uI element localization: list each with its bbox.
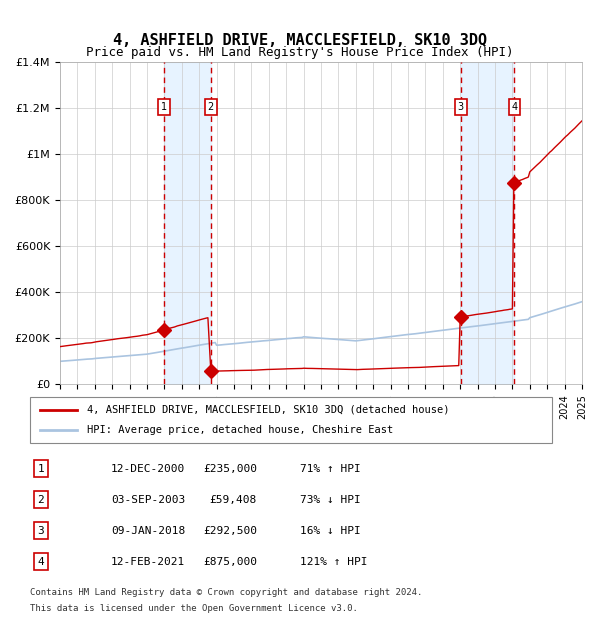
Text: 16% ↓ HPI: 16% ↓ HPI bbox=[300, 526, 361, 536]
Text: 4, ASHFIELD DRIVE, MACCLESFIELD, SK10 3DQ (detached house): 4, ASHFIELD DRIVE, MACCLESFIELD, SK10 3D… bbox=[88, 405, 450, 415]
Text: 03-SEP-2003: 03-SEP-2003 bbox=[111, 495, 185, 505]
Text: 09-JAN-2018: 09-JAN-2018 bbox=[111, 526, 185, 536]
Text: 3: 3 bbox=[458, 102, 464, 112]
Text: 3: 3 bbox=[37, 526, 44, 536]
Text: Price paid vs. HM Land Registry's House Price Index (HPI): Price paid vs. HM Land Registry's House … bbox=[86, 46, 514, 59]
Text: 1: 1 bbox=[37, 464, 44, 474]
Text: 71% ↑ HPI: 71% ↑ HPI bbox=[300, 464, 361, 474]
Text: 12-DEC-2000: 12-DEC-2000 bbox=[111, 464, 185, 474]
Text: Contains HM Land Registry data © Crown copyright and database right 2024.: Contains HM Land Registry data © Crown c… bbox=[30, 588, 422, 597]
Text: 4: 4 bbox=[511, 102, 518, 112]
Text: This data is licensed under the Open Government Licence v3.0.: This data is licensed under the Open Gov… bbox=[30, 604, 358, 613]
Text: 4, ASHFIELD DRIVE, MACCLESFIELD, SK10 3DQ: 4, ASHFIELD DRIVE, MACCLESFIELD, SK10 3D… bbox=[113, 33, 487, 48]
Text: 2: 2 bbox=[37, 495, 44, 505]
Text: £875,000: £875,000 bbox=[203, 557, 257, 567]
Text: 12-FEB-2021: 12-FEB-2021 bbox=[111, 557, 185, 567]
Text: 4: 4 bbox=[37, 557, 44, 567]
FancyBboxPatch shape bbox=[30, 397, 552, 443]
Text: 121% ↑ HPI: 121% ↑ HPI bbox=[300, 557, 367, 567]
Text: £235,000: £235,000 bbox=[203, 464, 257, 474]
Text: 1: 1 bbox=[160, 102, 167, 112]
Text: 2: 2 bbox=[208, 102, 214, 112]
Text: £292,500: £292,500 bbox=[203, 526, 257, 536]
Text: 73% ↓ HPI: 73% ↓ HPI bbox=[300, 495, 361, 505]
Text: HPI: Average price, detached house, Cheshire East: HPI: Average price, detached house, Ches… bbox=[88, 425, 394, 435]
Text: £59,408: £59,408 bbox=[209, 495, 257, 505]
